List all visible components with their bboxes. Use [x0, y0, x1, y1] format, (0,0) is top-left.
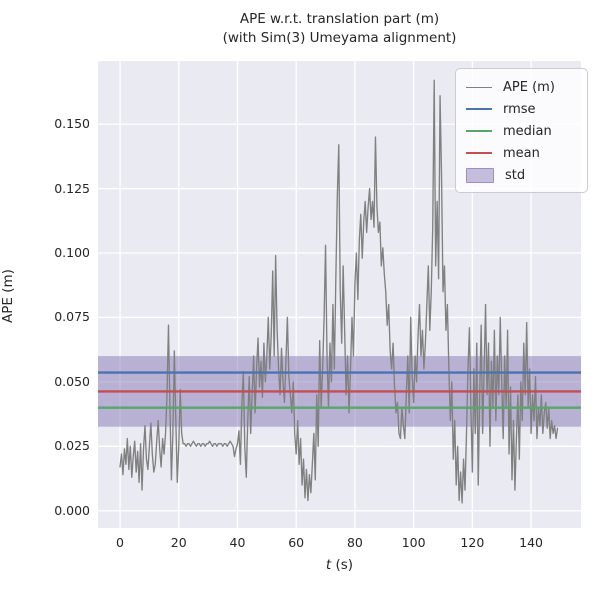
x-tick-label: 80 — [346, 535, 363, 550]
legend-label: median — [503, 123, 552, 139]
legend-item-median: median — [466, 120, 577, 142]
legend-label: std — [505, 167, 526, 183]
legend-item-ape-m-: APE (m) — [466, 76, 577, 98]
legend-item-std: std — [466, 164, 577, 186]
legend-label: mean — [503, 145, 540, 161]
legend-swatch-icon — [466, 108, 492, 110]
y-tick-label: 0.025 — [54, 438, 90, 454]
legend-swatch-icon — [466, 152, 492, 154]
legend-swatch-icon — [466, 130, 492, 132]
y-tick-label: 0.125 — [54, 180, 90, 196]
y-tick-label: 0.000 — [54, 502, 90, 518]
ape-curve — [119, 79, 559, 504]
x-tick-label: 140 — [519, 535, 543, 550]
chart-title-block: APE w.r.t. translation part (m) (with Si… — [98, 10, 581, 48]
legend-label: APE (m) — [503, 79, 555, 95]
legend-swatch-icon — [466, 167, 494, 183]
x-tick-label: 120 — [460, 535, 485, 550]
legend-swatch-icon — [466, 86, 492, 88]
legend-item-rmse: rmse — [466, 98, 577, 120]
y-tick-label: 0.050 — [54, 373, 90, 389]
x-tick-label: 100 — [401, 535, 426, 550]
x-tick-label: 20 — [170, 535, 187, 550]
x-tick-label: 40 — [229, 535, 246, 550]
chart-title: APE w.r.t. translation part (m) — [239, 11, 440, 27]
x-tick-label: 0 — [116, 535, 124, 550]
x-axis-label-unit: (s) — [331, 557, 354, 573]
x-axis-label: t (s) — [98, 557, 581, 573]
y-tick-label: 0.100 — [54, 245, 90, 260]
x-axis-label-variable: t — [325, 557, 332, 573]
y-axis-label: APE (m) — [0, 269, 16, 323]
y-tick-label: 0.150 — [54, 116, 90, 132]
y-tick-label: 0.075 — [54, 309, 90, 325]
legend: APE (m) rmse median mean std — [455, 68, 588, 193]
legend-label: rmse — [503, 101, 536, 117]
legend-item-mean: mean — [466, 142, 577, 164]
chart-subtitle: (with Sim(3) Umeyama alignment) — [222, 30, 457, 46]
x-tick-label: 60 — [288, 535, 305, 550]
